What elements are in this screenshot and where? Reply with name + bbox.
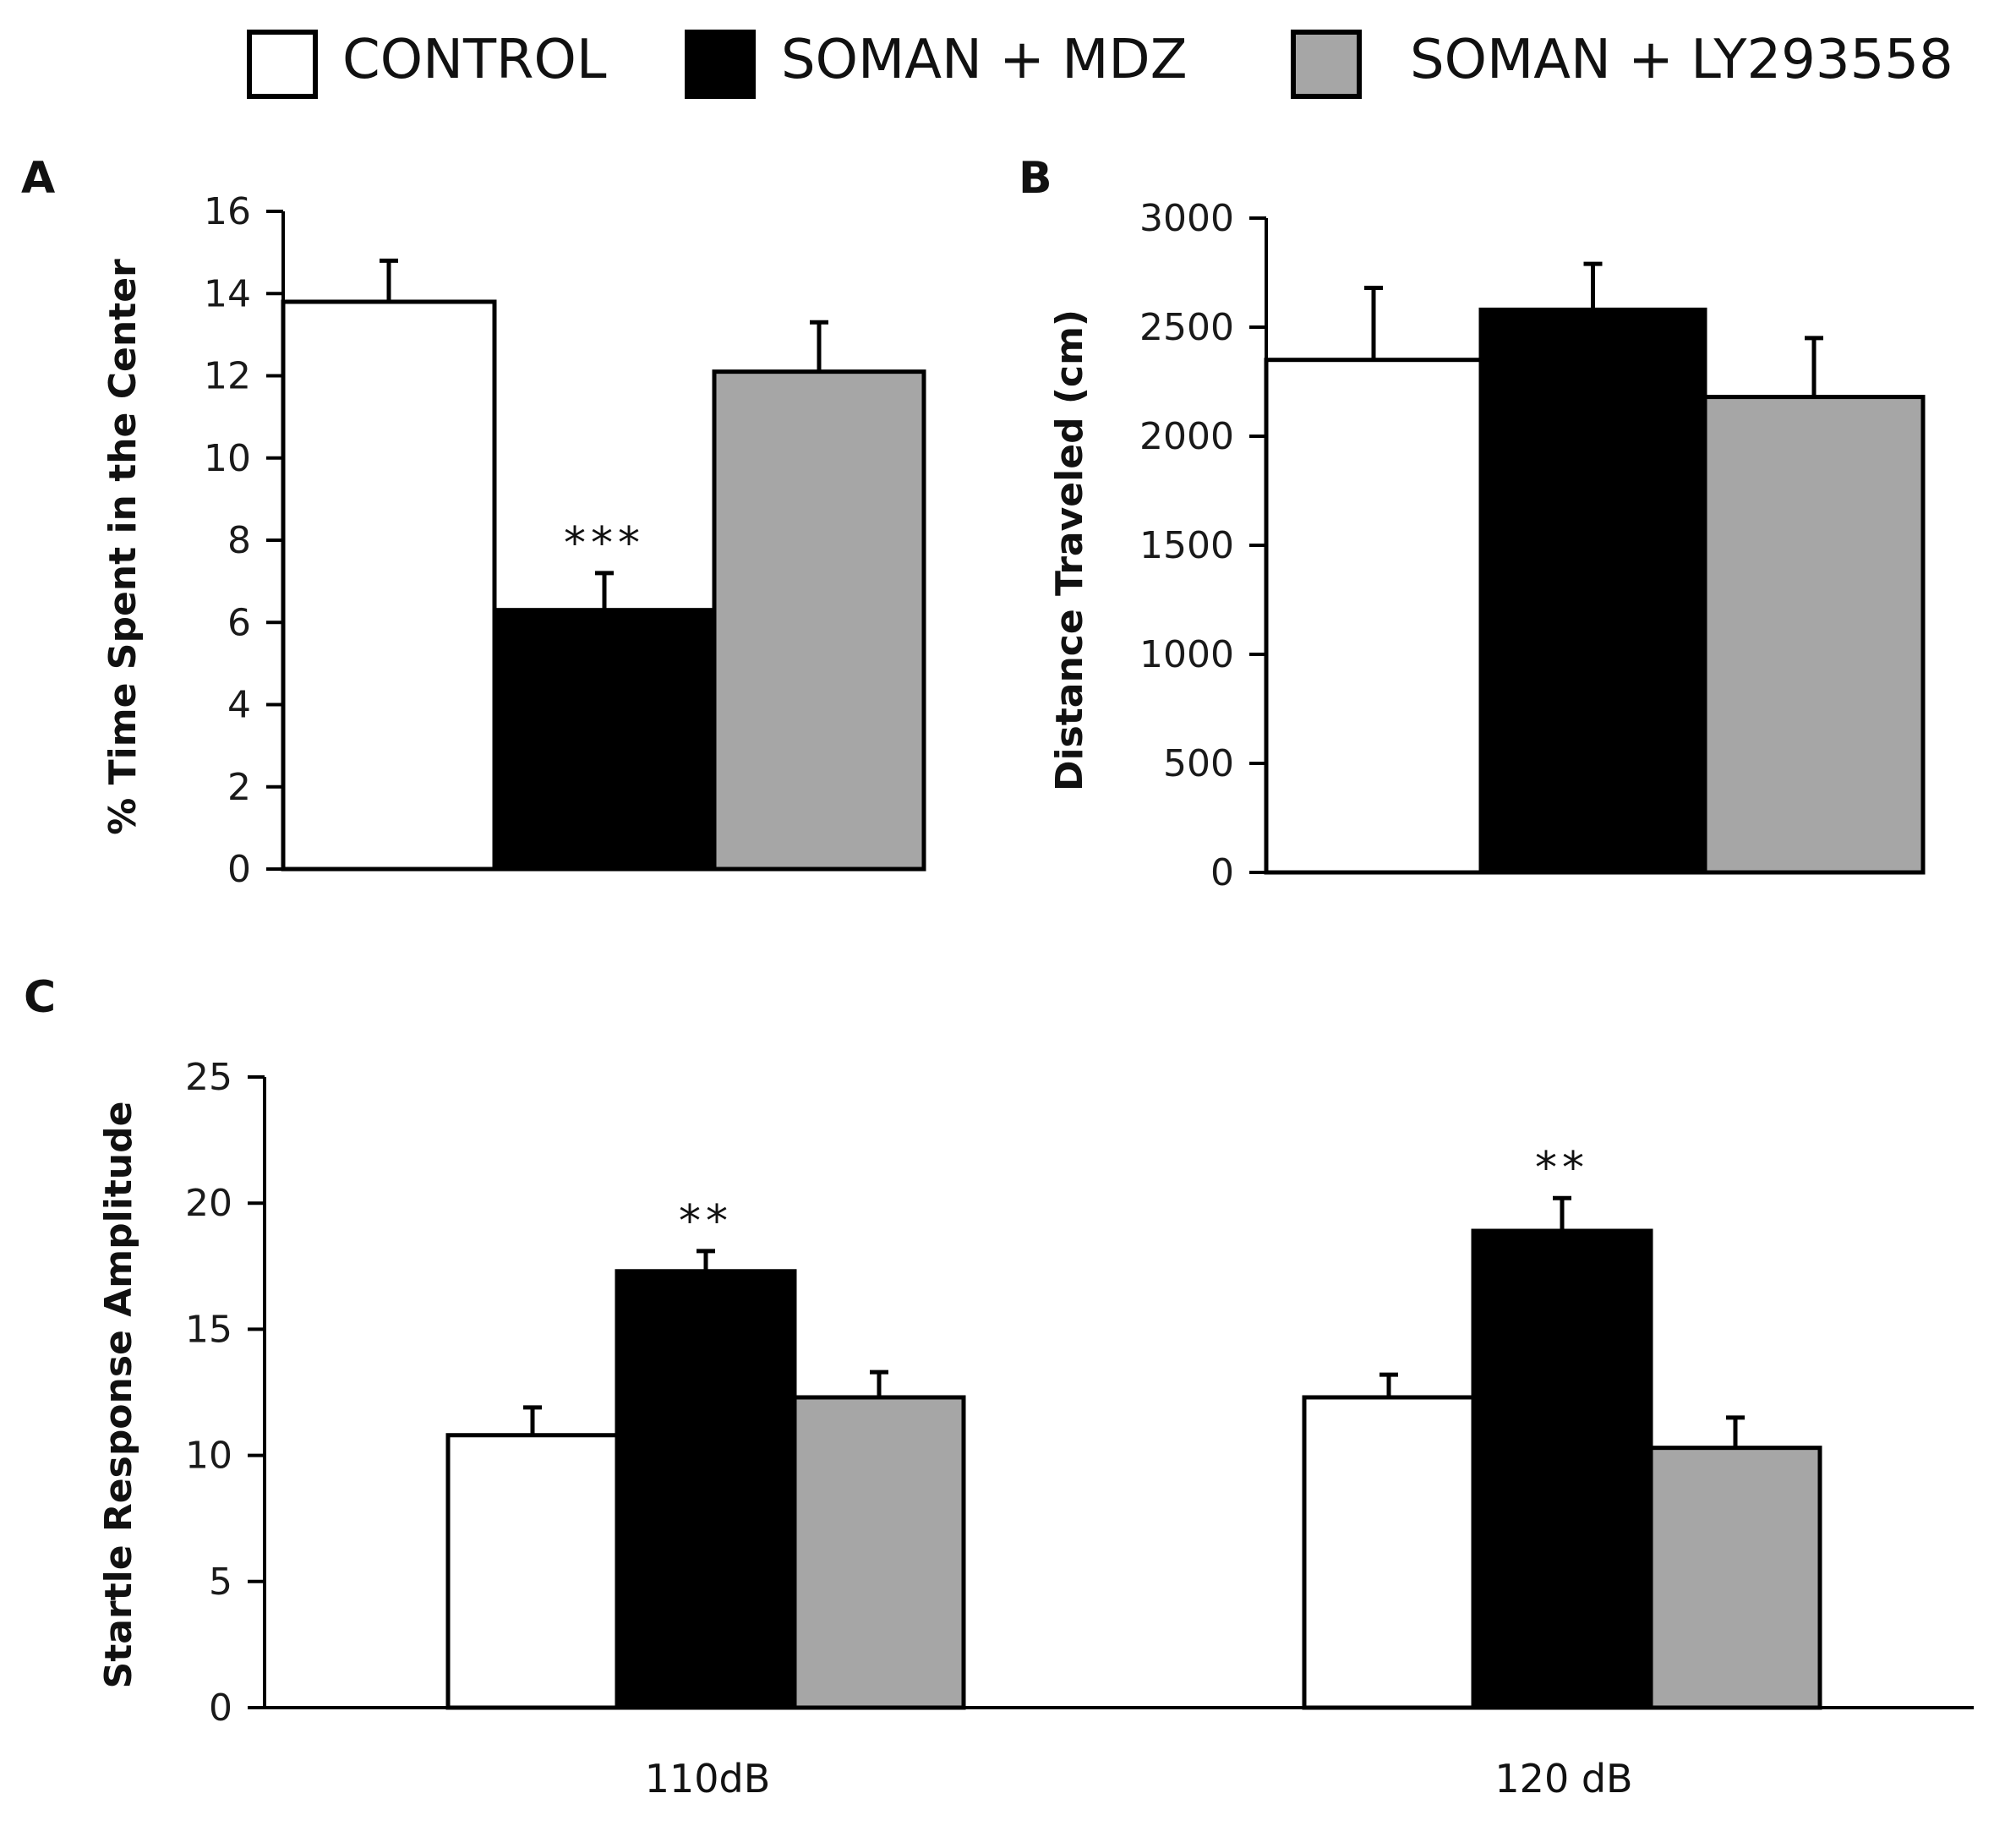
plot-area-b: 0 500 1000 1500 2000 2500 3000 bbox=[1139, 197, 1926, 894]
bar-c-soman-ly293558-0 bbox=[792, 1395, 966, 1710]
legend-label-soman-ly: SOMAN + LY293558 bbox=[1410, 29, 1953, 91]
y-tick-label-b-3: 1500 bbox=[1139, 524, 1234, 567]
panel-letter-a: A bbox=[21, 153, 55, 204]
significance-a-soman-mdz-0: *** bbox=[564, 518, 645, 569]
y-tick-label-c-0: 0 bbox=[209, 1687, 232, 1730]
y-tick-label-b-2: 1000 bbox=[1139, 633, 1234, 676]
bar-b-soman-ly293558-0 bbox=[1702, 395, 1926, 875]
legend: CONTROL SOMAN + MDZ SOMAN + LY293558 bbox=[247, 29, 1953, 99]
bar-a-soman-ly293558-0 bbox=[712, 369, 926, 872]
panel-a: A % Time Spent in the Center *** 0 2 4 6 8 10 1… bbox=[21, 153, 926, 891]
y-tick-label-a-2: 4 bbox=[227, 684, 251, 727]
legend-label-control: CONTROL bbox=[342, 29, 607, 91]
y-tick-label-c-3: 15 bbox=[185, 1308, 232, 1351]
y-axis-label-c: Startle Response Amplitude bbox=[97, 1102, 140, 1689]
y-tick-label-a-7: 14 bbox=[204, 272, 251, 315]
y-tick-label-a-6: 12 bbox=[204, 355, 251, 398]
bar-c-soman-ly293558-1 bbox=[1648, 1446, 1822, 1710]
y-tick-label-c-4: 20 bbox=[185, 1182, 232, 1225]
plot-area-c: ** 110dB ** 120 dB 0 5 10 15 20 25 bbox=[185, 1056, 1974, 1801]
bar-a-soman-mdz-0 bbox=[492, 608, 717, 872]
y-tick-label-c-1: 5 bbox=[209, 1561, 232, 1604]
y-tick-label-b-5: 2500 bbox=[1139, 306, 1234, 349]
y-tick-label-a-0: 0 bbox=[227, 848, 251, 891]
bar-b-control-0 bbox=[1264, 358, 1483, 875]
bar-c-soman-mdz-1 bbox=[1471, 1228, 1653, 1710]
y-tick-label-b-1: 500 bbox=[1163, 742, 1234, 785]
y-tick-label-c-5: 25 bbox=[185, 1056, 232, 1099]
y-tick-label-b-6: 3000 bbox=[1139, 197, 1234, 240]
bar-c-control-0 bbox=[445, 1433, 620, 1710]
significance-c-soman-mdz-1: ** bbox=[1535, 1143, 1589, 1194]
panel-letter-c: C bbox=[24, 972, 56, 1023]
x-category-label-c-1: 120 dB bbox=[1494, 1756, 1632, 1801]
plot-area-a: *** 0 2 4 6 8 10 12 14 16 bbox=[204, 190, 926, 891]
legend-swatch-control bbox=[247, 30, 318, 99]
legend-label-soman-mdz: SOMAN + MDZ bbox=[781, 29, 1188, 91]
y-axis-label-b: Distance Traveled (cm) bbox=[1048, 309, 1091, 791]
significance-c-soman-mdz-0: ** bbox=[679, 1196, 733, 1247]
bar-b-soman-mdz-0 bbox=[1478, 307, 1707, 875]
y-tick-label-a-3: 6 bbox=[227, 601, 251, 644]
bar-a-control-0 bbox=[281, 299, 497, 872]
y-axis-label-a: % Time Spent in the Center bbox=[101, 259, 145, 835]
y-tick-label-b-0: 0 bbox=[1210, 851, 1234, 894]
y-tick-label-c-2: 10 bbox=[185, 1435, 232, 1478]
panel-b: B Distance Traveled (cm) 0 500 1000 1500 200… bbox=[1019, 153, 1926, 894]
bar-c-soman-mdz-0 bbox=[615, 1269, 797, 1710]
y-tick-label-a-8: 16 bbox=[204, 190, 251, 233]
y-tick-label-a-4: 8 bbox=[227, 519, 251, 562]
panel-c: C Startle Response Amplitude ** 110dB ** 12… bbox=[24, 972, 1974, 1801]
legend-swatch-soman-ly bbox=[1291, 30, 1362, 99]
x-category-label-c-0: 110dB bbox=[645, 1756, 771, 1801]
y-tick-label-a-1: 2 bbox=[227, 766, 251, 809]
y-tick-label-a-5: 10 bbox=[204, 437, 251, 480]
y-tick-label-b-4: 2000 bbox=[1139, 415, 1234, 458]
bar-c-control-1 bbox=[1302, 1395, 1476, 1710]
panel-letter-b: B bbox=[1019, 153, 1052, 204]
legend-swatch-soman-mdz bbox=[685, 30, 756, 99]
